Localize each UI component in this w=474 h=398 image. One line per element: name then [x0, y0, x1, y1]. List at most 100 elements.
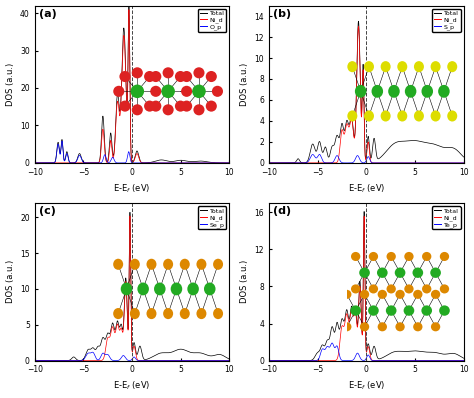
Total [436, 144, 442, 148]
Total [361, 209, 367, 214]
Te_p [430, 358, 436, 363]
O_p [115, 160, 121, 165]
Text: (c): (c) [38, 206, 55, 217]
S_p [266, 160, 272, 165]
Line: Total: Total [35, 212, 229, 361]
Te_p [341, 358, 346, 363]
Se_p [107, 354, 112, 359]
Y-axis label: DOS (a.u.): DOS (a.u.) [240, 260, 249, 303]
Total [457, 150, 463, 155]
Se_p [65, 358, 71, 363]
Total [300, 160, 306, 165]
Total [223, 160, 228, 165]
Ni_d [65, 160, 71, 165]
Ni_d [115, 99, 121, 104]
S_p [436, 160, 442, 165]
Total [341, 319, 346, 324]
Line: S_p: S_p [269, 154, 464, 163]
X-axis label: E-E$_f$ (eV): E-E$_f$ (eV) [113, 182, 151, 195]
Te_p [436, 358, 442, 363]
Se_p [115, 358, 121, 363]
O_p [59, 139, 65, 143]
Total [461, 154, 466, 159]
Text: (a): (a) [38, 9, 56, 19]
Te_p [461, 358, 466, 363]
O_p [54, 148, 60, 153]
S_p [317, 152, 322, 157]
Ni_d [54, 358, 60, 363]
Total [266, 358, 272, 363]
Ni_d [127, 214, 133, 219]
Total [32, 358, 37, 363]
O_p [223, 160, 228, 165]
Ni_d [457, 160, 463, 165]
Ni_d [65, 358, 71, 363]
Ni_d [461, 358, 466, 363]
Ni_d [349, 307, 355, 312]
Line: Te_p: Te_p [269, 343, 464, 361]
Line: Ni_d: Ni_d [269, 216, 464, 361]
Se_p [202, 358, 208, 363]
Ni_d [436, 160, 442, 165]
Ni_d [223, 358, 228, 363]
Ni_d [361, 214, 367, 219]
Ni_d [461, 160, 466, 165]
Ni_d [288, 358, 294, 363]
Ni_d [107, 335, 112, 340]
Ni_d [54, 160, 60, 165]
Ni_d [266, 358, 272, 363]
Ni_d [457, 358, 463, 363]
S_p [461, 160, 466, 165]
Ni_d [115, 322, 121, 327]
Line: O_p: O_p [35, 141, 229, 163]
Ni_d [32, 160, 37, 165]
Se_p [196, 358, 201, 363]
Legend: Total, Ni_d, Te_p: Total, Ni_d, Te_p [432, 206, 461, 229]
Line: Se_p: Se_p [35, 352, 229, 361]
Total [202, 159, 208, 164]
O_p [107, 160, 112, 165]
X-axis label: E-E$_f$ (eV): E-E$_f$ (eV) [347, 380, 385, 392]
Total [341, 127, 346, 131]
O_p [227, 160, 232, 165]
Line: Total: Total [269, 21, 464, 163]
Total [32, 160, 37, 165]
Ni_d [356, 24, 361, 29]
Te_p [349, 358, 355, 363]
Line: Ni_d: Ni_d [269, 26, 464, 163]
Total [107, 332, 112, 336]
O_p [202, 160, 208, 165]
Ni_d [300, 160, 306, 165]
Ni_d [32, 358, 37, 363]
Se_p [54, 358, 60, 363]
Te_p [329, 341, 335, 345]
Total [288, 358, 294, 363]
Text: (b): (b) [273, 9, 291, 19]
Ni_d [341, 131, 346, 136]
Total [54, 147, 60, 152]
Ni_d [227, 358, 232, 363]
Total [65, 358, 71, 363]
Ni_d [436, 358, 442, 363]
Ni_d [126, 7, 132, 12]
Te_p [288, 358, 294, 363]
X-axis label: E-E$_f$ (eV): E-E$_f$ (eV) [347, 182, 385, 195]
Total [356, 19, 361, 23]
Ni_d [107, 148, 112, 153]
Total [300, 358, 306, 363]
Line: Ni_d: Ni_d [35, 10, 229, 163]
Total [54, 358, 60, 363]
Total [202, 352, 208, 357]
Total [349, 116, 355, 121]
Total [223, 355, 228, 359]
Ni_d [288, 160, 294, 165]
Ni_d [300, 358, 306, 363]
Y-axis label: DOS (a.u.): DOS (a.u.) [6, 260, 15, 303]
S_p [430, 160, 436, 165]
S_p [349, 160, 355, 165]
Ni_d [202, 160, 208, 165]
Se_p [32, 358, 37, 363]
Total [349, 304, 355, 309]
Ni_d [349, 118, 355, 123]
Se_p [227, 358, 232, 363]
